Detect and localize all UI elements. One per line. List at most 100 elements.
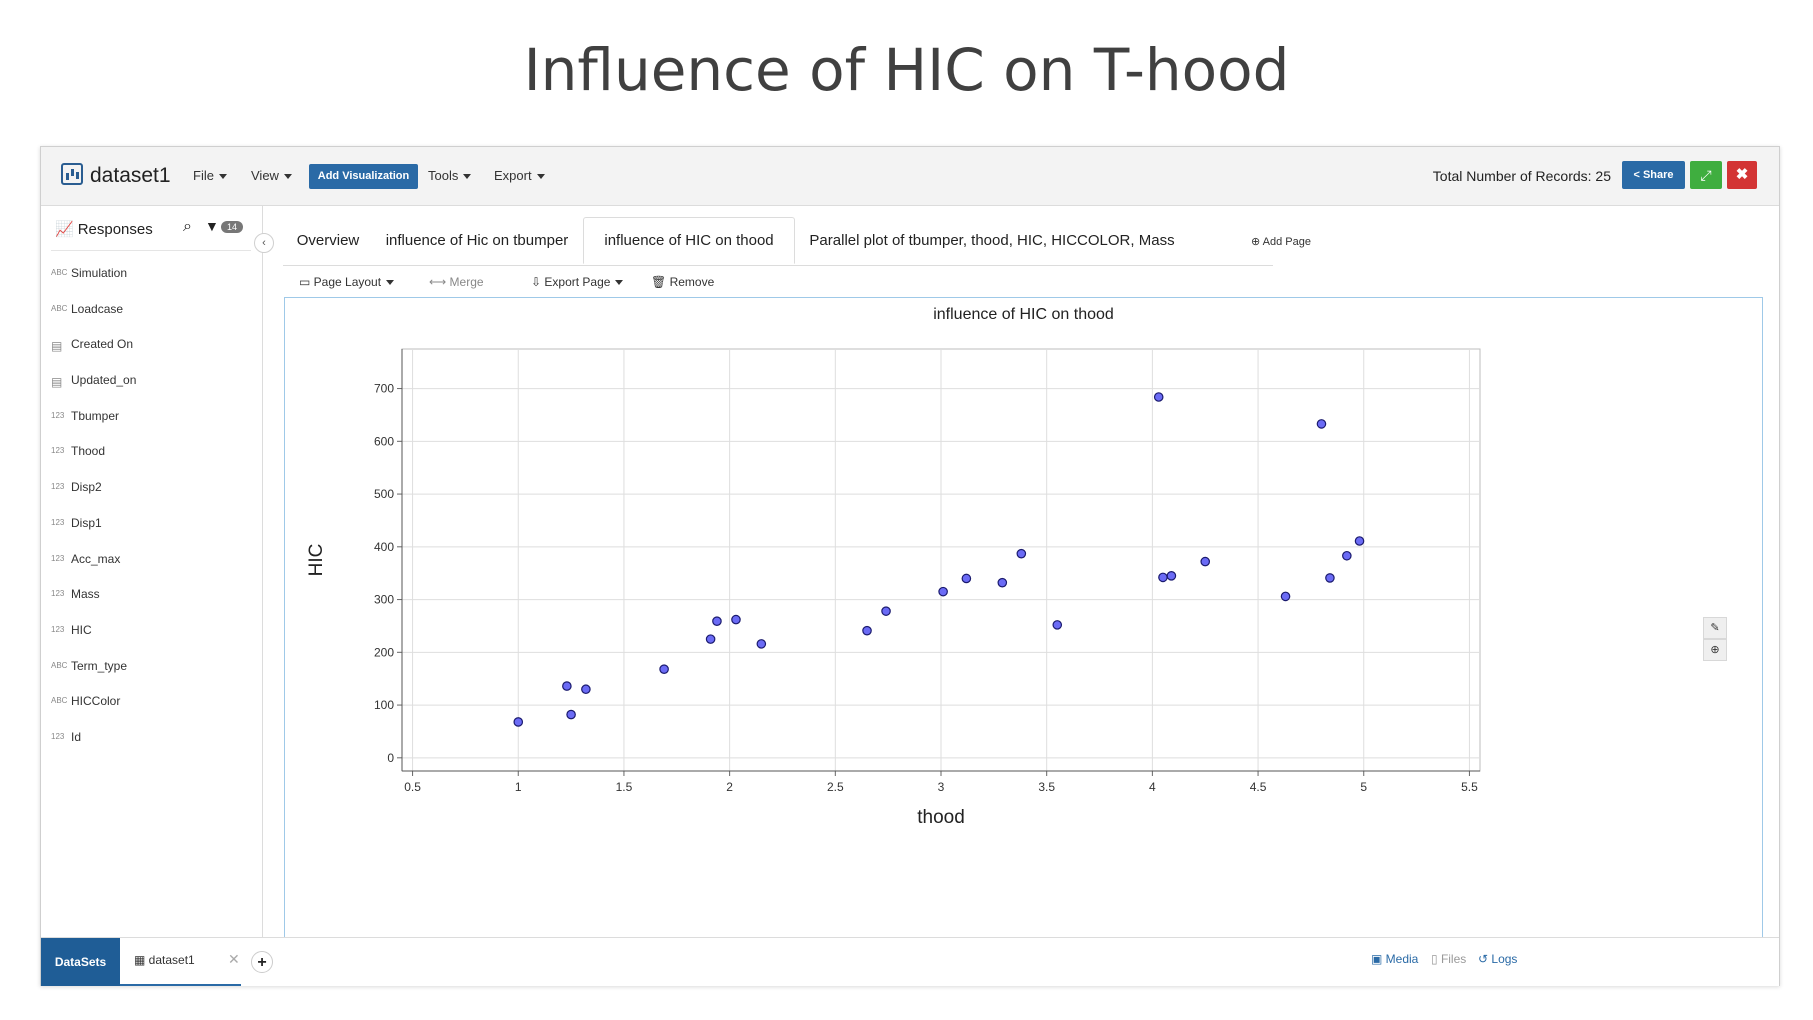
media-label: Media (1385, 952, 1419, 966)
sidebar-item-id[interactable]: 123 Id (51, 730, 256, 766)
x-tick-label: 3.5 (1038, 780, 1055, 794)
menu-file[interactable]: File (193, 168, 227, 183)
table-icon: ▤ (51, 339, 63, 354)
responses-sidebar: 📈 Responses ⌕ ▼ 14 ABC Simulation ABC Loadca… (41, 206, 263, 937)
sidebar-item-tbumper[interactable]: 123 Tbumper (51, 409, 256, 445)
logs-link[interactable]: ↺ Logs (1478, 952, 1517, 966)
y-tick-label: 100 (374, 698, 394, 712)
data-point (659, 664, 669, 674)
data-point (1354, 536, 1365, 546)
chevron-left-icon: ‹ (262, 237, 266, 249)
zoom-icon[interactable]: ⊕ (1703, 639, 1727, 661)
x-axis-label: thood (917, 807, 965, 828)
tab-overview[interactable]: Overview (296, 232, 360, 249)
sidebar-item-label: Simulation (71, 266, 128, 280)
sidebar-item-simulation[interactable]: ABC Simulation (51, 266, 256, 302)
brush-icon[interactable]: ✎ (1703, 617, 1727, 639)
tab-parallel-plot[interactable]: Parallel plot of tbumper, thood, HIC, HI… (809, 232, 1175, 249)
datasets-button[interactable]: DataSets (41, 938, 120, 986)
add-page-button[interactable]: ⊕ Add Page (1251, 227, 1311, 257)
menu-file-label: File (193, 168, 214, 183)
x-tick-label: 5.5 (1461, 780, 1478, 794)
sidebar-item-hic[interactable]: 123 HIC (51, 623, 256, 659)
type-badge: ABC (51, 303, 68, 313)
line-chart-icon: 📈 (55, 221, 74, 238)
expand-button[interactable]: ⤢ (1690, 161, 1722, 189)
menu-tools[interactable]: Tools (428, 168, 472, 183)
data-point (862, 625, 872, 636)
sidebar-item-label: Loadcase (71, 301, 124, 316)
merge-button[interactable]: ⟷ Merge (429, 275, 484, 289)
y-axis-label: HIC (306, 544, 327, 577)
close-tab-icon[interactable]: ✕ (228, 951, 240, 967)
type-badge: ABC (51, 696, 68, 706)
data-point (1153, 392, 1164, 402)
chevron-down-icon (536, 174, 545, 180)
filter-icon[interactable]: ▼ (205, 218, 219, 234)
type-badge: 123 (51, 410, 65, 420)
sidebar-item-term-type[interactable]: ABC Term_type (51, 659, 256, 695)
chevron-down-icon (218, 174, 227, 180)
slide-title: Influence of HIC on T-hood (523, 36, 1290, 104)
data-point (881, 606, 891, 616)
menu-export[interactable]: Export (494, 168, 545, 183)
menu-view[interactable]: View (251, 168, 292, 183)
sidebar-item-updated-on[interactable]: ▤ Updated_on (51, 373, 256, 409)
sidebar-item-loadcase[interactable]: ABC Loadcase (51, 302, 256, 338)
export-page-button[interactable]: ⇩ Export Page (531, 275, 624, 289)
sidebar-item-acc-max[interactable]: 123 Acc_max (51, 552, 256, 588)
sidebar-item-created-on[interactable]: ▤ Created On (51, 337, 256, 373)
chevron-down-icon (463, 174, 472, 180)
tab-hic-thood[interactable]: influence of HIC on thood (583, 217, 795, 264)
bottom-bar: DataSets ▦ dataset1 ✕ + ▣ Media ▯ Files … (41, 937, 1779, 986)
page-tabs: Overview influence of Hic on tbumper inf… (283, 217, 1273, 266)
y-tick-label: 200 (374, 645, 394, 659)
x-tick-label: 0.5 (404, 780, 421, 794)
merge-icon: ⟷ (429, 275, 450, 289)
dataset-tab-label: ▦ dataset1 (134, 953, 195, 967)
table-icon: ▤ (51, 375, 63, 390)
media-link[interactable]: ▣ Media (1371, 952, 1418, 966)
data-point (705, 634, 716, 644)
chevron-down-icon (386, 280, 395, 286)
chart-side-tools: ✎ ⊕ (1703, 617, 1727, 661)
close-button[interactable]: ✖ (1727, 161, 1757, 189)
add-dataset-button[interactable]: + (251, 951, 273, 973)
data-point (756, 639, 767, 649)
plus-circle-icon: ⊕ (1251, 236, 1263, 248)
dataset-tab-text: dataset1 (148, 953, 195, 967)
sidebar-item-mass[interactable]: 123 Mass (51, 587, 256, 623)
remove-button[interactable]: 🗑 Remove (651, 275, 714, 289)
page-layout-label: Page Layout (313, 275, 382, 289)
add-visualization-button[interactable]: Add Visualization (309, 164, 418, 189)
search-icon[interactable]: ⌕ (183, 218, 192, 235)
layout-icon: ▭ (299, 275, 314, 289)
data-point (1342, 550, 1352, 561)
sidebar-item-label: Thood (71, 444, 106, 459)
page-layout-button[interactable]: ▭ Page Layout (299, 275, 395, 289)
data-point (1052, 620, 1063, 630)
sidebar-item-hiccolor[interactable]: ABC HICColor (51, 694, 256, 730)
sidebar-item-disp2[interactable]: 123 Disp2 (51, 480, 256, 516)
dataset-tab[interactable]: ▦ dataset1 ✕ (120, 938, 241, 986)
data-point (1166, 571, 1177, 581)
collapse-sidebar-button[interactable]: ‹ (254, 233, 274, 253)
chart-panel: influence of HIC on thood 0.5 1 1.5 2 2.5 3 3.… (284, 297, 1763, 939)
type-badge: ABC (51, 268, 68, 277)
history-icon: ↺ (1478, 952, 1492, 966)
files-label: Files (1440, 952, 1467, 966)
y-tick-label: 300 (374, 593, 394, 607)
share-button[interactable]: < Share (1622, 161, 1685, 189)
data-point (566, 709, 576, 720)
x-tick-label: 3 (938, 780, 945, 794)
tab-hic-tbumper[interactable]: influence of Hic on tbumper (385, 232, 569, 249)
data-point (1158, 572, 1168, 583)
sidebar-item-disp1[interactable]: 123 Disp1 (51, 516, 256, 552)
sidebar-item-thood[interactable]: 123 Thood (51, 444, 256, 480)
sidebar-item-label: Id (71, 729, 82, 744)
y-tick-label: 0 (387, 751, 394, 765)
records-count: Total Number of Records: 25 (1432, 168, 1611, 184)
files-link[interactable]: ▯ Files (1431, 952, 1466, 966)
file-icon: ▯ (1431, 952, 1441, 966)
type-badge: 123 (51, 589, 65, 599)
